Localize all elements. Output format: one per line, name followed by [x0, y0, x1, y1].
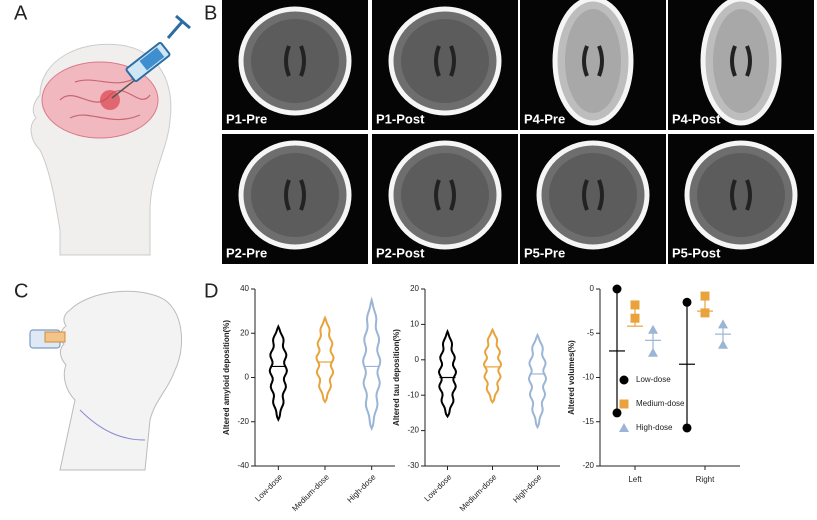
panel-label: B [204, 2, 217, 24]
data-point [648, 347, 658, 357]
ct-ventricle [284, 45, 306, 77]
illustration-nasal-spray [29, 290, 183, 471]
violin [437, 328, 458, 419]
data-point [682, 297, 692, 307]
ct-ventricle [434, 179, 456, 211]
legend-marker [619, 375, 629, 385]
y-tick-label: -20 [237, 417, 249, 426]
x-tick-label: High-dose [345, 472, 378, 505]
legend-marker [619, 423, 629, 432]
legend-label: Low-dose [636, 375, 671, 384]
ct-brain [697, 153, 785, 237]
ct-brain [401, 19, 489, 103]
panel-label: D [204, 280, 218, 302]
x-tick-label: Medium-dose [458, 472, 499, 513]
x-tick-label: Left [628, 475, 642, 484]
violin [315, 315, 335, 404]
y-tick-label: 20 [410, 284, 419, 293]
violin [268, 324, 288, 422]
x-tick-label: Low-dose [253, 472, 284, 503]
y-tick-label: 20 [240, 328, 249, 337]
data-point [630, 300, 640, 310]
data-point [682, 423, 692, 433]
data-point [700, 291, 710, 301]
ct-ventricle [284, 179, 306, 211]
y-tick-label: 0 [590, 284, 595, 293]
y-tick-label: -30 [407, 461, 419, 470]
y-tick-label: -10 [407, 390, 419, 399]
y-tick-label: 40 [240, 284, 249, 293]
y-axis-title: Altered tau deposition(%) [392, 329, 401, 426]
x-tick-label: Medium-dose [290, 472, 331, 513]
y-tick-label: -40 [237, 461, 249, 470]
ct-brain [401, 153, 489, 237]
ct-brain [251, 153, 339, 237]
violin [482, 327, 503, 405]
data-point [648, 324, 658, 334]
y-axis-title: Altered volumes(%) [567, 340, 576, 415]
ct-label: P4-Post [672, 111, 721, 126]
y-tick-label: -20 [582, 461, 594, 470]
ct-brain [565, 9, 621, 113]
legend-label: Medium-dose [636, 399, 685, 408]
ct-brain [713, 9, 769, 113]
ct-ventricle [434, 45, 456, 77]
ct-brain [549, 153, 637, 237]
ct-label: P2-Pre [226, 245, 267, 260]
data-point [612, 284, 622, 294]
x-tick-label: Right [696, 475, 715, 484]
violin [527, 332, 548, 430]
legend-marker [619, 399, 629, 409]
y-axis-title: Altered amyloid deposition(%) [222, 320, 231, 435]
ct-ventricle [582, 179, 604, 211]
data-point [700, 308, 710, 318]
data-point [718, 339, 728, 349]
ct-ventricle [730, 45, 752, 77]
y-tick-label: 0 [245, 373, 250, 382]
panel-label: A [14, 2, 28, 24]
y-tick-label: -5 [587, 328, 595, 337]
legend-label: High-dose [636, 423, 673, 432]
y-tick-label: -15 [582, 417, 594, 426]
ct-ventricle [582, 45, 604, 77]
violin [362, 296, 382, 432]
panel-label: C [14, 280, 28, 302]
ct-label: P5-Pre [524, 245, 565, 260]
illustration-brain-injection [30, 14, 191, 256]
x-tick-label: High-dose [511, 472, 544, 505]
y-tick-label: -10 [582, 373, 594, 382]
ct-label: P5-Post [672, 245, 721, 260]
y-tick-label: 10 [410, 320, 419, 329]
data-point [612, 408, 622, 418]
ct-label: P1-Pre [226, 111, 267, 126]
ct-label: P4-Pre [524, 111, 565, 126]
y-tick-label: -20 [407, 426, 419, 435]
data-point [718, 319, 728, 329]
x-tick-label: Low-dose [423, 472, 454, 503]
ct-label: P2-Post [376, 245, 425, 260]
y-tick-label: 0 [415, 355, 420, 364]
ct-brain [251, 19, 339, 103]
ct-label: P1-Post [376, 111, 425, 126]
ct-ventricle [730, 179, 752, 211]
data-point [630, 313, 640, 323]
